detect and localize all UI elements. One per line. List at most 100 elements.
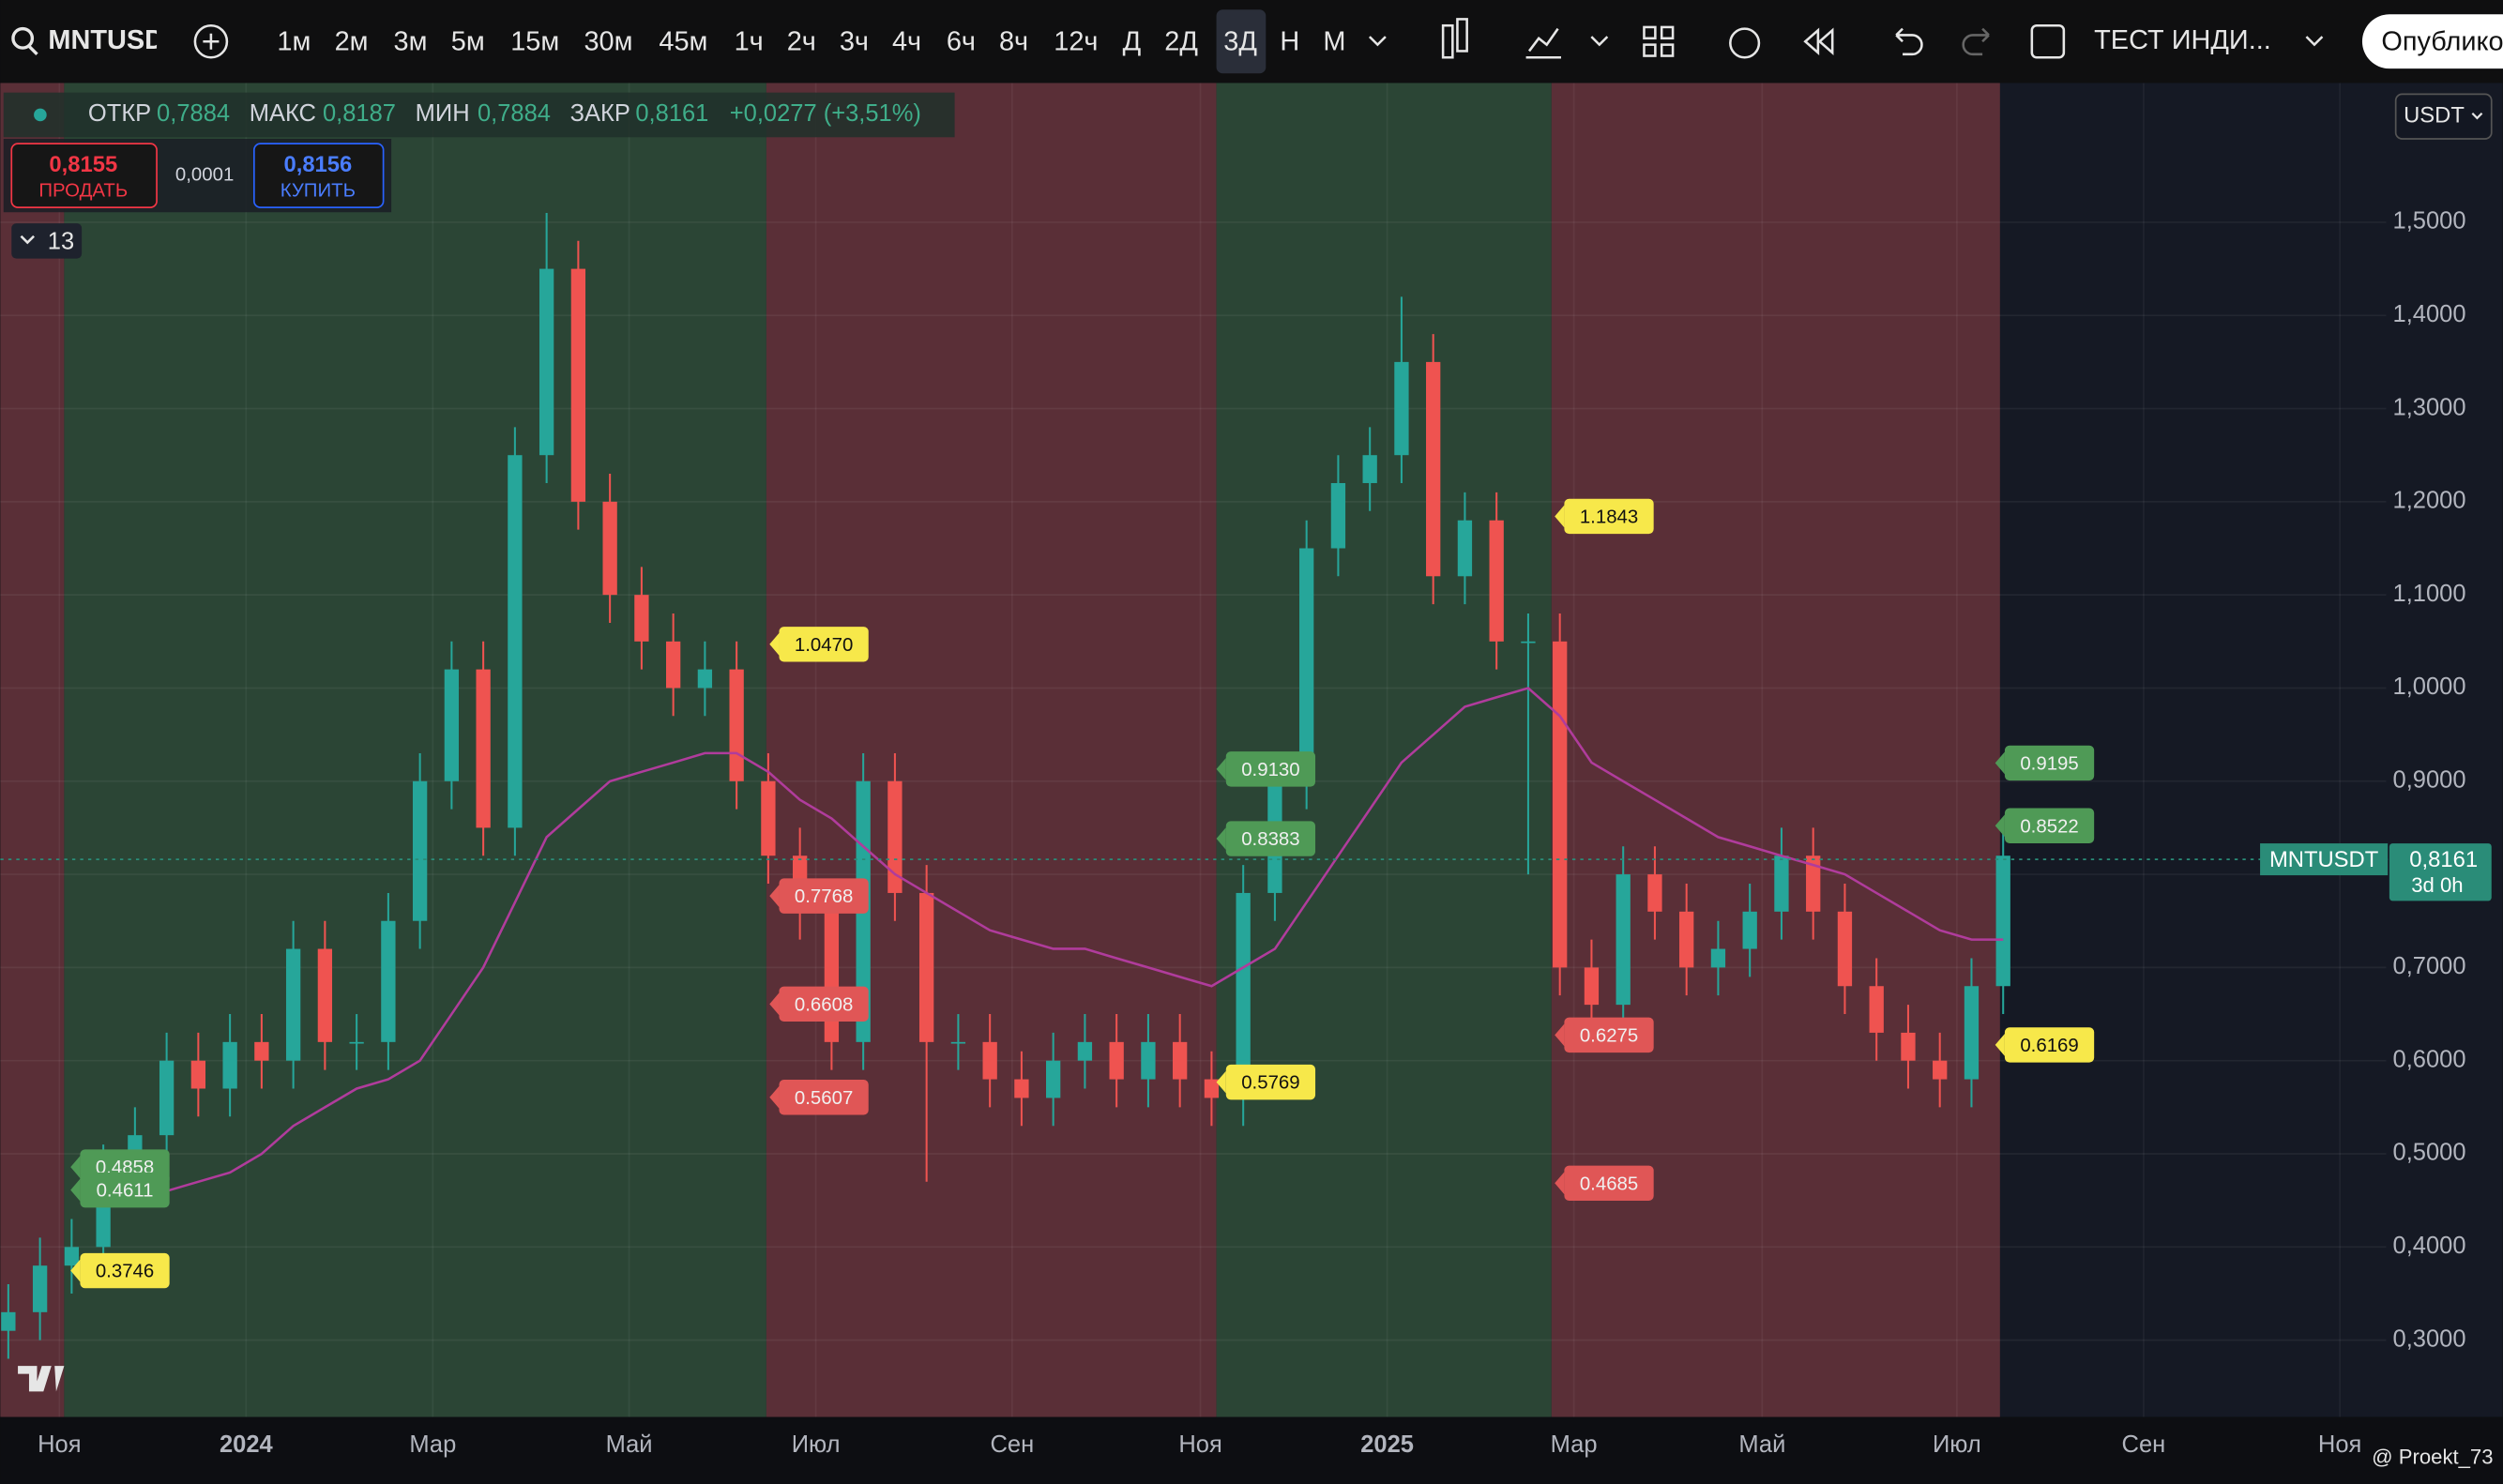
annotation: 0.7768	[769, 878, 869, 914]
candle-body	[634, 595, 649, 642]
sell-label: ПРОДАТЬ	[38, 181, 128, 202]
annotation-label: 0.7768	[795, 886, 853, 907]
indicators-icon[interactable]	[1525, 27, 1562, 59]
interval[interactable]: 5м	[451, 27, 485, 57]
x-tick-label: Май	[606, 1431, 653, 1458]
interval[interactable]: 45м	[659, 27, 707, 57]
candle-body	[1330, 482, 1346, 549]
annotation: 0.9195	[1995, 745, 2095, 781]
interval[interactable]: 2Д	[1164, 27, 1198, 57]
x-tick-label: Сен	[990, 1431, 1034, 1458]
annotation-pointer	[70, 1156, 81, 1179]
buy-button[interactable]	[252, 143, 385, 208]
candle-body	[476, 669, 491, 828]
undo[interactable]	[1895, 27, 1923, 56]
add-symbol-plus	[203, 33, 220, 50]
candle-body	[1236, 892, 1251, 1098]
indicator-menu[interactable]	[2305, 36, 2324, 47]
interval[interactable]: 2ч	[787, 27, 816, 57]
candle-body	[1584, 967, 1600, 1006]
price-tag-countdown: 3d 0h	[2411, 873, 2463, 897]
replay-icon[interactable]	[1803, 27, 1834, 55]
indicator-name[interactable]: ТЕСТ ИНДИ...	[2094, 25, 2271, 55]
annotation-tag	[779, 1080, 869, 1115]
x-tick-label: Май	[1738, 1431, 1785, 1458]
add-symbol[interactable]	[193, 23, 229, 59]
annotation-tag	[1225, 751, 1316, 787]
annotation-label: 0.8383	[1241, 829, 1299, 850]
candle-body	[1077, 1041, 1093, 1061]
annotation-label: 1.0470	[795, 635, 853, 656]
candle-body	[1616, 874, 1631, 1006]
annotation-tag	[779, 986, 869, 1022]
annotation: 0.6169	[1995, 1027, 2095, 1063]
interval[interactable]: Д	[1123, 27, 1142, 57]
legend-background	[3, 92, 955, 138]
candle-body	[1806, 856, 1821, 912]
x-tick-label: Ноя	[1178, 1431, 1221, 1458]
candle-body	[1457, 520, 1473, 577]
candle-body	[1, 1311, 16, 1331]
alert-icon[interactable]	[1729, 27, 1761, 59]
annotation-tag	[1564, 1017, 1654, 1053]
annotation-tag	[1225, 821, 1316, 856]
candle-body	[1774, 856, 1789, 912]
candle-body	[1173, 1041, 1188, 1080]
candle-body	[887, 780, 903, 893]
sell-button[interactable]	[10, 143, 158, 208]
redo[interactable]	[1962, 27, 1990, 56]
interval[interactable]: 15м	[510, 27, 559, 57]
y-tick-label: 1,0000	[2393, 674, 2466, 700]
candle-body	[919, 892, 934, 1042]
x-tick-label: Сен	[2122, 1431, 2166, 1458]
interval[interactable]: 1м	[277, 27, 311, 57]
interval[interactable]: 12ч	[1054, 27, 1098, 57]
annotation-label: 0.3746	[96, 1262, 154, 1282]
candle-icon[interactable]	[1441, 23, 1454, 59]
x-tick-label: Июл	[1933, 1431, 1981, 1458]
annotation-pointer	[1555, 505, 1565, 528]
interval[interactable]: 4ч	[892, 27, 921, 57]
annotation-tag	[2004, 745, 2095, 781]
legend-value: 0,8187	[323, 100, 396, 127]
candle-body	[1046, 1060, 1061, 1098]
interval[interactable]: 3ч	[840, 27, 869, 57]
band-red	[0, 83, 65, 1417]
legend-label: ЗАКР	[570, 100, 630, 127]
interval[interactable]: 30м	[584, 27, 632, 57]
annotation-tag	[1564, 498, 1654, 535]
candle-body	[570, 268, 586, 502]
interval[interactable]: 3Д	[1223, 27, 1257, 57]
interval[interactable]: 1ч	[735, 27, 764, 57]
plot: 0.37460.48580.46111.04700.77680.66080.56…	[0, 83, 2389, 1417]
buy-price: 0,8156	[283, 152, 352, 177]
candle-body	[1109, 1041, 1124, 1080]
symbol[interactable]: MNTUSDT	[48, 25, 181, 55]
currency-select[interactable]	[2394, 93, 2493, 140]
annotation: 0.4611	[70, 1172, 170, 1208]
time-axis	[0, 1416, 2503, 1484]
annotation: 1.1843	[1555, 498, 1654, 535]
y-tick-label: 0,5000	[2393, 1140, 2466, 1166]
interval[interactable]: 8ч	[999, 27, 1028, 57]
publish-button[interactable]	[2361, 14, 2503, 69]
legend-value: 0,8161	[635, 100, 708, 127]
legend-label: ОТКР	[88, 100, 151, 127]
interval[interactable]: 6ч	[947, 27, 976, 57]
interval-menu[interactable]	[1368, 36, 1387, 47]
annotation-pointer	[1216, 827, 1226, 850]
interval[interactable]: М	[1323, 27, 1345, 57]
chevron	[2471, 112, 2483, 120]
interval[interactable]: 3м	[394, 27, 428, 57]
interval[interactable]: Н	[1280, 27, 1299, 57]
interval[interactable]: 2м	[335, 27, 369, 57]
annotation-tag	[2004, 1027, 2095, 1063]
search-icon[interactable]	[11, 26, 35, 50]
indicators-menu[interactable]	[1590, 36, 1609, 47]
layout-toggle[interactable]	[2030, 23, 2066, 59]
indicators-toggle[interactable]	[11, 223, 83, 259]
layout-icon[interactable]	[1643, 25, 1675, 57]
band-red	[1551, 83, 2000, 1417]
moving-average	[166, 687, 2004, 1192]
candle-body	[665, 641, 681, 689]
